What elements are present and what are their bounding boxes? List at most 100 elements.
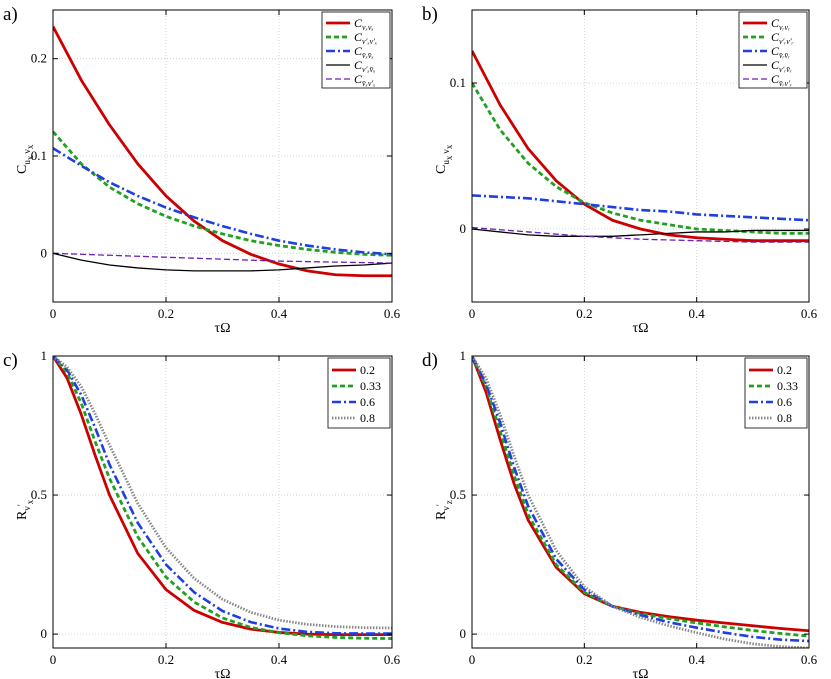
y-tick-label: 0.1 (450, 75, 466, 90)
x-tick-label: 0 (469, 652, 476, 667)
series-line-1 (53, 356, 392, 640)
plot-frame (52, 355, 393, 649)
legend-box (327, 357, 391, 429)
panel-label: b) (422, 4, 438, 25)
y-label-main: R (434, 510, 449, 520)
legend-label: Cv̄ₓv′ₓ (354, 72, 375, 88)
y-label-subsub: x (25, 499, 35, 504)
series-line-0 (53, 356, 392, 637)
legend-label: Cv̄ᵣv̄ᵣ (771, 44, 790, 60)
legend-sub: v̄ᵣv′ᵣ (779, 79, 792, 88)
legend-sub: v′ₓv̄ₓ (362, 65, 375, 74)
x-tick-label: 0.2 (158, 306, 174, 321)
legend: 0.2 0.33 0.6 0.8 (744, 357, 808, 429)
legend-main: C (354, 30, 363, 44)
legend-label: Cv̄ₓv̄ₓ (354, 44, 374, 60)
series-line-0 (53, 25, 392, 278)
x-axis-label: τΩ (632, 667, 648, 679)
legend-main: C (771, 44, 780, 58)
legend-label: Cv̄ᵣv′ᵣ (771, 72, 792, 88)
panel-b: 0 0.2 0.4 0.600.1b)τΩCuxvxCvᵣvᵣCv′ᵣv′ᵣCv̄ᵣv… (422, 4, 818, 336)
x-tick-label: 0.4 (271, 306, 288, 321)
y-tick-label: 0.5 (450, 487, 466, 502)
panel-a: 0 0.2 0.4 0.600.10.2a)τΩCuxvxCvₓvₓCv′ₓv′ₓCv… (3, 4, 401, 336)
series-line-2 (53, 356, 392, 635)
y-label-subsub: x (25, 155, 35, 160)
x-axis-label: τΩ (632, 321, 648, 336)
legend-sub: v′ᵣv′ᵣ (779, 37, 794, 46)
panel-label: d) (422, 350, 438, 371)
x-axis-label: τΩ (214, 321, 230, 336)
x-tick-label: 0.6 (384, 306, 401, 321)
legend-box (744, 357, 808, 429)
y-label-sub: v (22, 506, 32, 511)
legend-label: Cv′ₓv′ₓ (354, 30, 377, 46)
legend-sub: v′ₓv′ₓ (362, 37, 377, 46)
legend-label: 0.8 (360, 411, 375, 425)
y-tick-label: 0.1 (31, 148, 47, 163)
y-label-sub2: v (22, 149, 32, 154)
legend-label: 0.8 (777, 411, 792, 425)
legend-label: 0.6 (777, 395, 792, 409)
y-axis-label: Cuxvx (15, 144, 35, 174)
y-label-subsub: x (444, 155, 454, 160)
series-line-3 (53, 356, 392, 630)
series-line-3 (53, 252, 392, 272)
x-axis-label: τΩ (214, 667, 230, 679)
y-tick-label: 0 (41, 626, 48, 641)
y-label-sub: u (22, 160, 32, 165)
y-tick-label: 0.2 (31, 51, 47, 66)
y-label-main: C (434, 165, 449, 174)
legend-label: Cvₓvₓ (354, 16, 374, 32)
x-tick-label: 0 (469, 306, 476, 321)
y-label-sub: u (441, 160, 451, 165)
legend-sub: v̄ᵣv̄ᵣ (779, 51, 790, 60)
plot-frame (471, 9, 810, 303)
panel-c: 0 0.2 0.4 0.6 0 0.5 1 c) τΩ Rv′x 0.2 0.33 0.6 0.8 (3, 348, 401, 679)
legend-sub: vₓvₓ (362, 23, 374, 32)
panel-label: c) (3, 350, 18, 371)
y-axis-label: Rv′z (434, 500, 454, 520)
x-tick-label: 0.6 (384, 652, 401, 667)
legend-label: Cv′ₓv̄ₓ (354, 58, 375, 74)
x-tick-label: 0.4 (271, 652, 288, 667)
legend: 0.2 0.33 0.6 0.8 (327, 357, 391, 429)
legend-main: C (354, 44, 363, 58)
legend-sub: vᵣvᵣ (779, 23, 790, 32)
y-tick-label: 1 (460, 348, 467, 363)
y-label-prime: ′ (435, 504, 445, 506)
x-tick-label: 0.4 (689, 652, 706, 667)
legend-main: C (771, 72, 780, 86)
y-tick-label: 0 (460, 221, 467, 236)
x-tick-label: 0 (50, 306, 57, 321)
x-tick-label: 0.2 (158, 652, 174, 667)
y-label-sub2: v (441, 149, 451, 154)
plot-frame (471, 355, 810, 649)
y-label-main: R (15, 510, 30, 520)
legend-label: Cvᵣvᵣ (771, 16, 790, 32)
y-tick-label: 0 (41, 245, 48, 260)
y-label-prime: ′ (16, 504, 26, 506)
series-line-1 (472, 82, 809, 235)
legend-label: Cv′ᵣv′ᵣ (771, 30, 794, 46)
legend-sub: v̄ₓv′ₓ (362, 79, 375, 88)
x-tick-label: 0.6 (801, 306, 818, 321)
legend-main: C (354, 16, 363, 30)
y-label-sub: v (441, 506, 451, 511)
series-line-2 (472, 194, 809, 222)
series-line-1 (53, 130, 392, 257)
legend-sub: v′ᵣv̄ᵣ (779, 65, 792, 74)
series-line-2 (53, 147, 392, 256)
legend-label: Cv′ᵣv̄ᵣ (771, 58, 792, 74)
y-tick-label: 0.5 (31, 487, 47, 502)
y-label-sub2sub: x (444, 144, 454, 149)
legend-label: 0.2 (360, 363, 375, 377)
legend-main: C (771, 30, 780, 44)
y-axis-label: Cuxvx (434, 144, 454, 174)
y-label-sub2sub: x (25, 144, 35, 149)
y-label-main: C (15, 165, 30, 174)
x-tick-label: 0.2 (576, 652, 592, 667)
x-tick-label: 0.4 (689, 306, 706, 321)
